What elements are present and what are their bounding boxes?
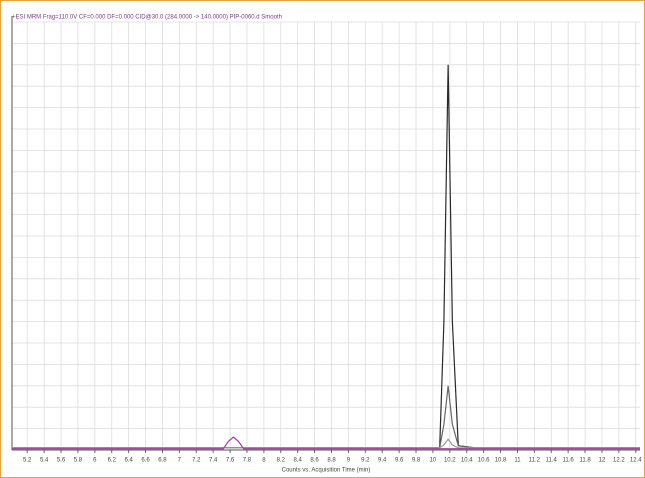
x-tick-label: 12	[599, 458, 606, 464]
x-tick-label: 8.6	[310, 458, 319, 464]
x-tick-label: 8.8	[327, 458, 336, 464]
x-tick-label: 10	[430, 458, 437, 464]
series-line	[12, 438, 640, 449]
x-tick-label: 10.6	[478, 458, 490, 464]
x-tick-label: 5.2	[23, 458, 32, 464]
x-tick-label: 11.8	[579, 458, 591, 464]
x-tick-label: 9.2	[361, 458, 370, 464]
x-tick-label: 9.4	[378, 458, 387, 464]
x-tick-label: 7.6	[226, 458, 235, 464]
x-tick-label: 5.8	[74, 458, 83, 464]
x-axis-label: Counts vs. Acquisition Time (min)	[282, 468, 371, 474]
x-tick-label: 7.4	[209, 458, 218, 464]
x-tick-label: 6	[93, 458, 97, 464]
x-tick-label: 11.4	[546, 458, 558, 464]
x-tick-label: 9.8	[412, 458, 421, 464]
x-tick-label: 6.4	[124, 458, 133, 464]
chart-title: +ESI MRM Frag=110.0V CF=0.000 DF=0.000 C…	[12, 15, 282, 21]
x-tick-label: 12.2	[613, 458, 625, 464]
x-tick-label: 5.4	[40, 458, 49, 464]
x-tick-label: 7.8	[243, 458, 252, 464]
x-tick-label: 6.6	[141, 458, 150, 464]
x-tick-label: 9.6	[395, 458, 404, 464]
x-tick-label: 6.8	[158, 458, 167, 464]
x-tick-label: 6.2	[108, 458, 117, 464]
x-tick-label: 7.2	[192, 458, 201, 464]
x-tick-label: 10.4	[461, 458, 473, 464]
x-tick-label: 7	[178, 458, 182, 464]
x-tick-label: 5.6	[57, 458, 66, 464]
x-tick-label: 8	[262, 458, 266, 464]
x-tick-label: 8.4	[294, 458, 303, 464]
x-tick-label: 10.2	[444, 458, 456, 464]
x-tick-label: 10.8	[495, 458, 507, 464]
x-tick-label: 11	[514, 458, 521, 464]
x-tick-label: 9	[347, 458, 351, 464]
x-tick-label: 11.6	[563, 458, 575, 464]
x-tick-label: 12.4	[630, 458, 642, 464]
series-line	[12, 436, 640, 450]
x-tick-label: 8.2	[277, 458, 286, 464]
x-tick-label: 11.2	[529, 458, 541, 464]
